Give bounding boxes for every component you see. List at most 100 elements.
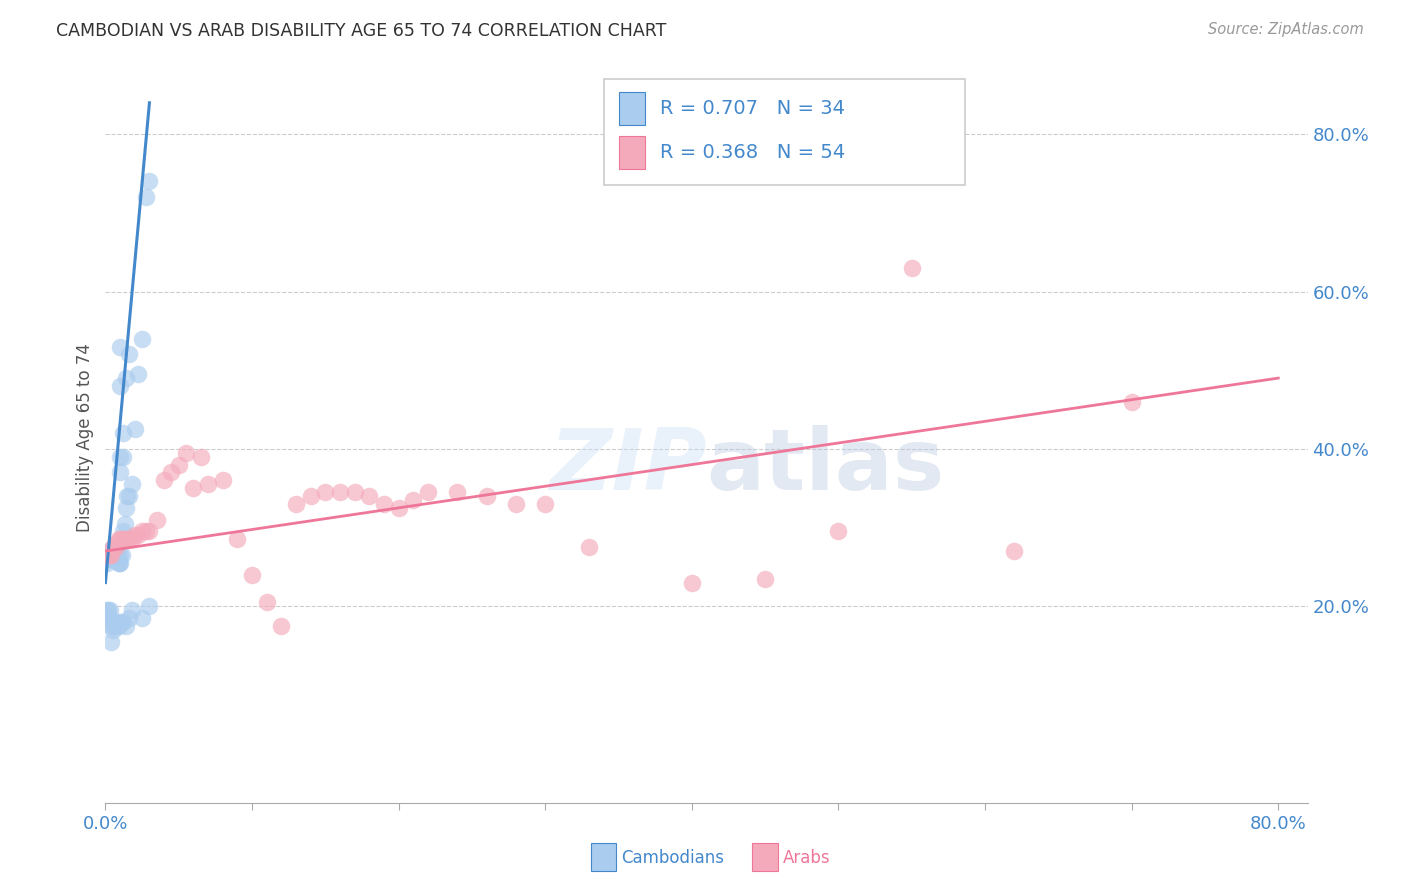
Point	[115, 371, 138, 385]
Point	[110, 548, 132, 562]
Point	[117, 489, 139, 503]
Point	[104, 548, 127, 562]
Point	[101, 544, 124, 558]
Point	[107, 556, 129, 570]
Point	[97, 611, 120, 625]
Point	[96, 548, 118, 562]
Point	[240, 567, 263, 582]
Point	[135, 524, 157, 539]
Point	[131, 332, 153, 346]
Point	[131, 524, 153, 539]
Point	[104, 540, 127, 554]
Point	[108, 466, 131, 480]
Text: CAMBODIAN VS ARAB DISABILITY AGE 65 TO 74 CORRELATION CHART: CAMBODIAN VS ARAB DISABILITY AGE 65 TO 7…	[56, 22, 666, 40]
Point	[108, 548, 131, 562]
Point	[578, 540, 600, 554]
Point	[98, 548, 121, 562]
Point	[105, 548, 128, 562]
Point	[98, 611, 121, 625]
Point	[124, 422, 146, 436]
Point	[402, 493, 425, 508]
Point	[534, 497, 557, 511]
Point	[101, 615, 124, 629]
Point	[190, 450, 212, 464]
Point	[1002, 544, 1025, 558]
Point	[681, 575, 703, 590]
Point	[103, 619, 125, 633]
Point	[103, 548, 125, 562]
Point	[505, 497, 527, 511]
Point	[112, 450, 135, 464]
Point	[127, 367, 149, 381]
Point	[115, 500, 138, 515]
Point	[183, 481, 205, 495]
Point	[108, 450, 131, 464]
Point	[101, 623, 124, 637]
Point	[107, 533, 129, 547]
Point	[256, 595, 278, 609]
Text: ZIP: ZIP	[548, 425, 707, 508]
Point	[100, 619, 122, 633]
Point	[97, 548, 120, 562]
Point	[114, 516, 136, 531]
Point	[270, 619, 292, 633]
Point	[416, 485, 439, 500]
Point	[359, 489, 381, 503]
Point	[131, 611, 153, 625]
Text: R = 0.707   N = 34: R = 0.707 N = 34	[659, 99, 845, 118]
Text: Cambodians: Cambodians	[621, 849, 724, 867]
Point	[446, 485, 468, 500]
Point	[97, 603, 120, 617]
Point	[135, 190, 157, 204]
Point	[475, 489, 498, 503]
Point	[107, 556, 129, 570]
Bar	[619, 92, 645, 125]
Point	[121, 603, 143, 617]
Point	[121, 477, 143, 491]
Point	[96, 556, 118, 570]
Bar	[619, 136, 645, 169]
Point	[103, 540, 125, 554]
Point	[226, 533, 249, 547]
Point	[118, 611, 141, 625]
Point	[388, 500, 411, 515]
Point	[1121, 394, 1143, 409]
Point	[138, 174, 160, 188]
Point	[108, 340, 131, 354]
Y-axis label: Disability Age 65 to 74: Disability Age 65 to 74	[76, 343, 94, 532]
Point	[121, 533, 143, 547]
Point	[285, 497, 308, 511]
Point	[197, 477, 219, 491]
Text: Source: ZipAtlas.com: Source: ZipAtlas.com	[1208, 22, 1364, 37]
Point	[145, 513, 167, 527]
Point	[118, 489, 141, 503]
Point	[104, 615, 127, 629]
Point	[107, 619, 129, 633]
Point	[97, 544, 120, 558]
Point	[174, 446, 197, 460]
Point	[117, 533, 139, 547]
Point	[138, 524, 160, 539]
Point	[101, 552, 124, 566]
Point	[314, 485, 336, 500]
Point	[101, 540, 124, 554]
Point	[299, 489, 322, 503]
Point	[105, 619, 128, 633]
Point	[373, 497, 395, 511]
Point	[127, 528, 149, 542]
Point	[108, 615, 131, 629]
Point	[827, 524, 849, 539]
Point	[96, 603, 118, 617]
Point	[105, 536, 128, 550]
Point	[100, 552, 122, 566]
Point	[138, 599, 160, 614]
Point	[100, 548, 122, 562]
Point	[153, 473, 176, 487]
Point	[100, 544, 122, 558]
Point	[98, 548, 121, 562]
Point	[98, 603, 121, 617]
Point	[329, 485, 352, 500]
Point	[118, 533, 141, 547]
Point	[754, 572, 776, 586]
Point	[118, 347, 141, 361]
